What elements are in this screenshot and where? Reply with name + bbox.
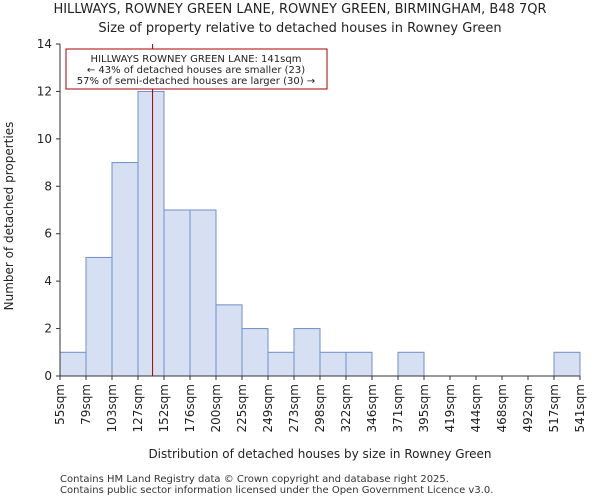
x-tick-label: 371sqm <box>391 384 405 432</box>
y-axis-label: Number of detached properties <box>2 122 16 311</box>
annotation-line-3: 57% of semi-detached houses are larger (… <box>77 76 315 87</box>
annotation-line-2: ← 43% of detached houses are smaller (23… <box>87 65 305 76</box>
x-tick-label: 55sqm <box>53 384 67 425</box>
x-tick-label: 395sqm <box>417 384 431 432</box>
histogram-bar <box>553 351 581 377</box>
histogram-bar <box>85 256 113 377</box>
histogram-bar <box>293 328 321 377</box>
x-tick-label: 152sqm <box>157 384 171 432</box>
y-tick-label: 6 <box>44 227 52 241</box>
x-tick-label: 541sqm <box>573 384 587 432</box>
histogram-bar <box>137 90 165 377</box>
chart-title: HILLWAYS, ROWNEY GREEN LANE, ROWNEY GREE… <box>53 2 547 17</box>
histogram-bar <box>215 304 243 377</box>
y-tick-label: 14 <box>37 37 52 51</box>
histogram-bar <box>163 209 191 377</box>
y-tick-label: 8 <box>44 179 52 193</box>
y-tick-label: 10 <box>37 132 52 146</box>
x-tick-label: 346sqm <box>365 384 379 432</box>
x-tick-label: 517sqm <box>547 384 561 432</box>
x-tick-label: 492sqm <box>521 384 535 432</box>
x-tick-label: 322sqm <box>339 384 353 432</box>
y-tick-label: 2 <box>44 322 52 336</box>
histogram-bar <box>59 351 87 377</box>
histogram-bar <box>345 351 373 377</box>
histogram-bar <box>241 328 269 377</box>
histogram-bar <box>397 351 425 377</box>
x-tick-label: 249sqm <box>261 384 275 432</box>
histogram-bar <box>189 209 217 377</box>
annotation-box <box>65 48 328 90</box>
x-tick-label: 419sqm <box>443 384 457 432</box>
x-tick-label: 444sqm <box>469 384 483 432</box>
x-tick-label: 298sqm <box>313 384 327 432</box>
x-tick-label: 468sqm <box>495 384 509 432</box>
footer-line-2: Contains public sector information licen… <box>60 485 494 496</box>
chart-subtitle: Size of property relative to detached ho… <box>98 21 502 36</box>
histogram-bar <box>319 351 347 377</box>
histogram-bar <box>267 351 295 377</box>
annotation-line-1: HILLWAYS ROWNEY GREEN LANE: 141sqm <box>91 54 302 65</box>
x-tick-label: 79sqm <box>79 384 93 425</box>
x-tick-label: 176sqm <box>183 384 197 432</box>
y-tick-label: 4 <box>44 274 52 288</box>
x-tick-label: 200sqm <box>209 384 223 432</box>
y-tick-label: 12 <box>37 84 52 98</box>
histogram-bar <box>111 162 139 377</box>
footer-line-1: Contains HM Land Registry data © Crown c… <box>60 474 449 485</box>
x-tick-label: 127sqm <box>131 384 145 432</box>
y-tick-label: 0 <box>44 369 52 383</box>
x-tick-label: 103sqm <box>105 384 119 432</box>
x-tick-label: 273sqm <box>287 384 301 432</box>
x-tick-label: 225sqm <box>235 384 249 432</box>
x-axis-label: Distribution of detached houses by size … <box>148 447 491 461</box>
